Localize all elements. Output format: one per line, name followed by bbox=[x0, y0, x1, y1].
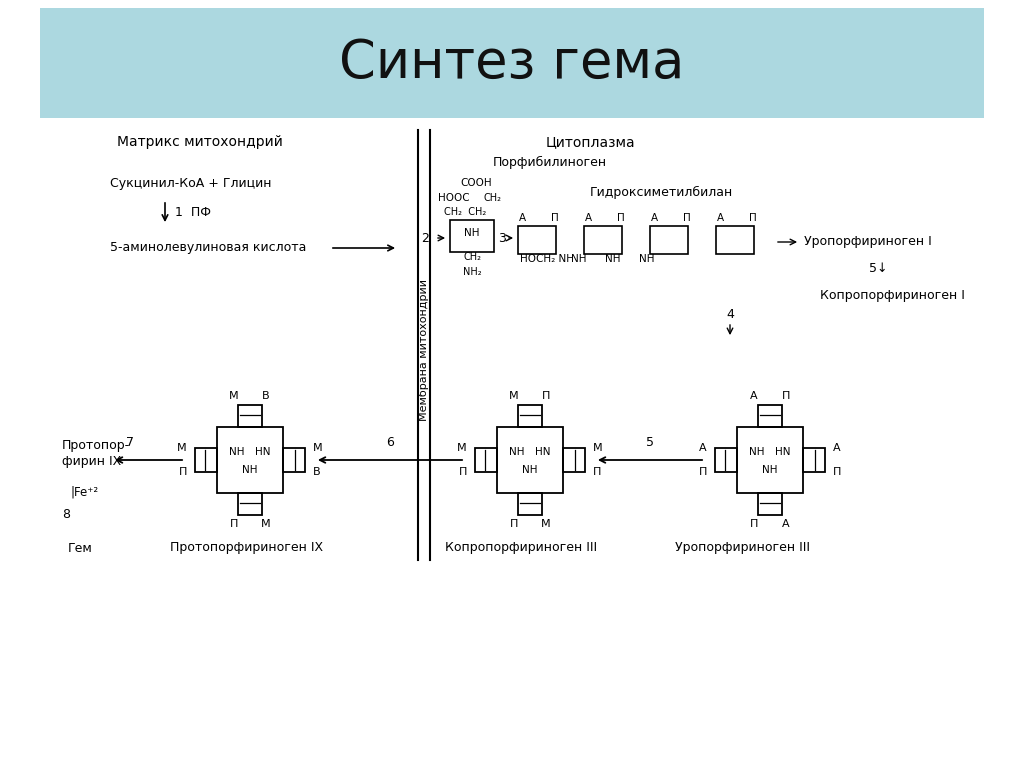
Bar bbox=[238, 405, 262, 427]
Bar bbox=[716, 226, 754, 254]
Text: |Fe⁺²: |Fe⁺² bbox=[70, 486, 98, 499]
Text: NH: NH bbox=[571, 254, 587, 264]
Text: Порфибилиноген: Порфибилиноген bbox=[493, 156, 607, 169]
Text: Гем: Гем bbox=[68, 542, 93, 555]
Text: П: П bbox=[459, 467, 467, 477]
Bar bbox=[715, 448, 737, 472]
Text: NH: NH bbox=[639, 254, 654, 264]
Bar bbox=[758, 405, 782, 427]
Text: CH₂  CH₂: CH₂ CH₂ bbox=[443, 207, 486, 217]
Text: П: П bbox=[229, 519, 239, 529]
Text: 4: 4 bbox=[726, 308, 734, 321]
Text: Протопор-: Протопор- bbox=[62, 439, 130, 452]
Text: 5-аминолевулиновая кислота: 5-аминолевулиновая кислота bbox=[110, 242, 306, 255]
Text: П: П bbox=[551, 213, 559, 223]
Text: NH: NH bbox=[243, 465, 258, 475]
Text: Матрикс митохондрий: Матрикс митохондрий bbox=[117, 135, 283, 149]
Text: 5↓: 5↓ bbox=[868, 262, 887, 275]
Bar bbox=[283, 448, 305, 472]
Bar bbox=[195, 448, 217, 472]
Text: Копропорфириноген I: Копропорфириноген I bbox=[820, 288, 965, 301]
Bar bbox=[497, 427, 563, 493]
Text: 8: 8 bbox=[62, 509, 70, 522]
Text: 7: 7 bbox=[126, 436, 134, 449]
Text: Копропорфириноген III: Копропорфириноген III bbox=[445, 542, 597, 555]
Text: Синтез гема: Синтез гема bbox=[339, 37, 685, 89]
Text: П: П bbox=[750, 519, 758, 529]
Bar bbox=[518, 226, 556, 254]
Text: 5: 5 bbox=[646, 436, 654, 449]
Bar bbox=[803, 448, 825, 472]
Text: CH₂: CH₂ bbox=[463, 252, 481, 262]
Text: П: П bbox=[178, 467, 187, 477]
Text: 1  ПФ: 1 ПФ bbox=[175, 206, 211, 219]
Text: HN: HN bbox=[775, 446, 791, 457]
Bar bbox=[518, 493, 542, 515]
Bar bbox=[450, 220, 494, 252]
Text: В: В bbox=[313, 467, 321, 477]
Text: А: А bbox=[518, 213, 525, 223]
Text: А: А bbox=[717, 213, 724, 223]
Bar bbox=[737, 427, 803, 493]
Bar bbox=[584, 226, 622, 254]
Text: А: А bbox=[782, 519, 790, 529]
Text: А: А bbox=[751, 391, 758, 401]
Bar bbox=[217, 427, 283, 493]
Bar bbox=[40, 8, 984, 118]
Text: Гидроксиметилбилан: Гидроксиметилбилан bbox=[590, 186, 733, 199]
Text: М: М bbox=[542, 519, 551, 529]
Bar bbox=[518, 405, 542, 427]
Text: фирин IX: фирин IX bbox=[62, 456, 121, 469]
Text: NH: NH bbox=[749, 446, 765, 457]
Text: 6: 6 bbox=[386, 436, 394, 449]
Text: COOH: COOH bbox=[460, 178, 492, 188]
Text: П: П bbox=[542, 391, 550, 401]
Text: HN: HN bbox=[255, 446, 271, 457]
Text: NH: NH bbox=[762, 465, 778, 475]
Text: П: П bbox=[782, 391, 791, 401]
Text: П: П bbox=[698, 467, 707, 477]
Text: П: П bbox=[593, 467, 601, 477]
Bar bbox=[563, 448, 585, 472]
Text: А: А bbox=[650, 213, 657, 223]
Text: А: А bbox=[585, 213, 592, 223]
Bar bbox=[475, 448, 497, 472]
Text: П: П bbox=[833, 467, 842, 477]
Text: 2: 2 bbox=[421, 232, 429, 245]
Text: NH₂: NH₂ bbox=[463, 267, 481, 277]
Text: NH: NH bbox=[464, 228, 480, 238]
Text: Мембрана митохондрий: Мембрана митохондрий bbox=[419, 279, 429, 421]
Bar bbox=[650, 226, 688, 254]
Text: М: М bbox=[313, 443, 323, 453]
Text: CH₂: CH₂ bbox=[484, 193, 502, 203]
Text: П: П bbox=[750, 213, 757, 223]
Text: 3: 3 bbox=[498, 232, 506, 245]
Text: М: М bbox=[177, 443, 187, 453]
Text: М: М bbox=[593, 443, 603, 453]
Text: П: П bbox=[510, 519, 518, 529]
Text: А: А bbox=[699, 443, 707, 453]
Text: П: П bbox=[683, 213, 691, 223]
Text: М: М bbox=[261, 519, 271, 529]
Text: HN: HN bbox=[536, 446, 551, 457]
Text: Протопорфириноген IX: Протопорфириноген IX bbox=[170, 542, 324, 555]
Text: Сукцинил-КоА + Глицин: Сукцинил-КоА + Глицин bbox=[110, 176, 271, 189]
Text: П: П bbox=[617, 213, 625, 223]
Text: NH: NH bbox=[509, 446, 524, 457]
Text: Уропорфириноген I: Уропорфириноген I bbox=[804, 235, 932, 249]
Text: А: А bbox=[833, 443, 841, 453]
Text: М: М bbox=[509, 391, 519, 401]
Text: М: М bbox=[229, 391, 239, 401]
Bar bbox=[758, 493, 782, 515]
Text: HOCH₂ NH: HOCH₂ NH bbox=[520, 254, 574, 264]
Text: Цитоплазма: Цитоплазма bbox=[545, 135, 635, 149]
Text: М: М bbox=[458, 443, 467, 453]
Text: NH: NH bbox=[229, 446, 245, 457]
Text: Уропорфириноген III: Уропорфириноген III bbox=[675, 542, 810, 555]
Text: HOOC: HOOC bbox=[438, 193, 470, 203]
Text: NH: NH bbox=[522, 465, 538, 475]
Text: NH: NH bbox=[605, 254, 621, 264]
Text: В: В bbox=[262, 391, 270, 401]
Bar bbox=[238, 493, 262, 515]
